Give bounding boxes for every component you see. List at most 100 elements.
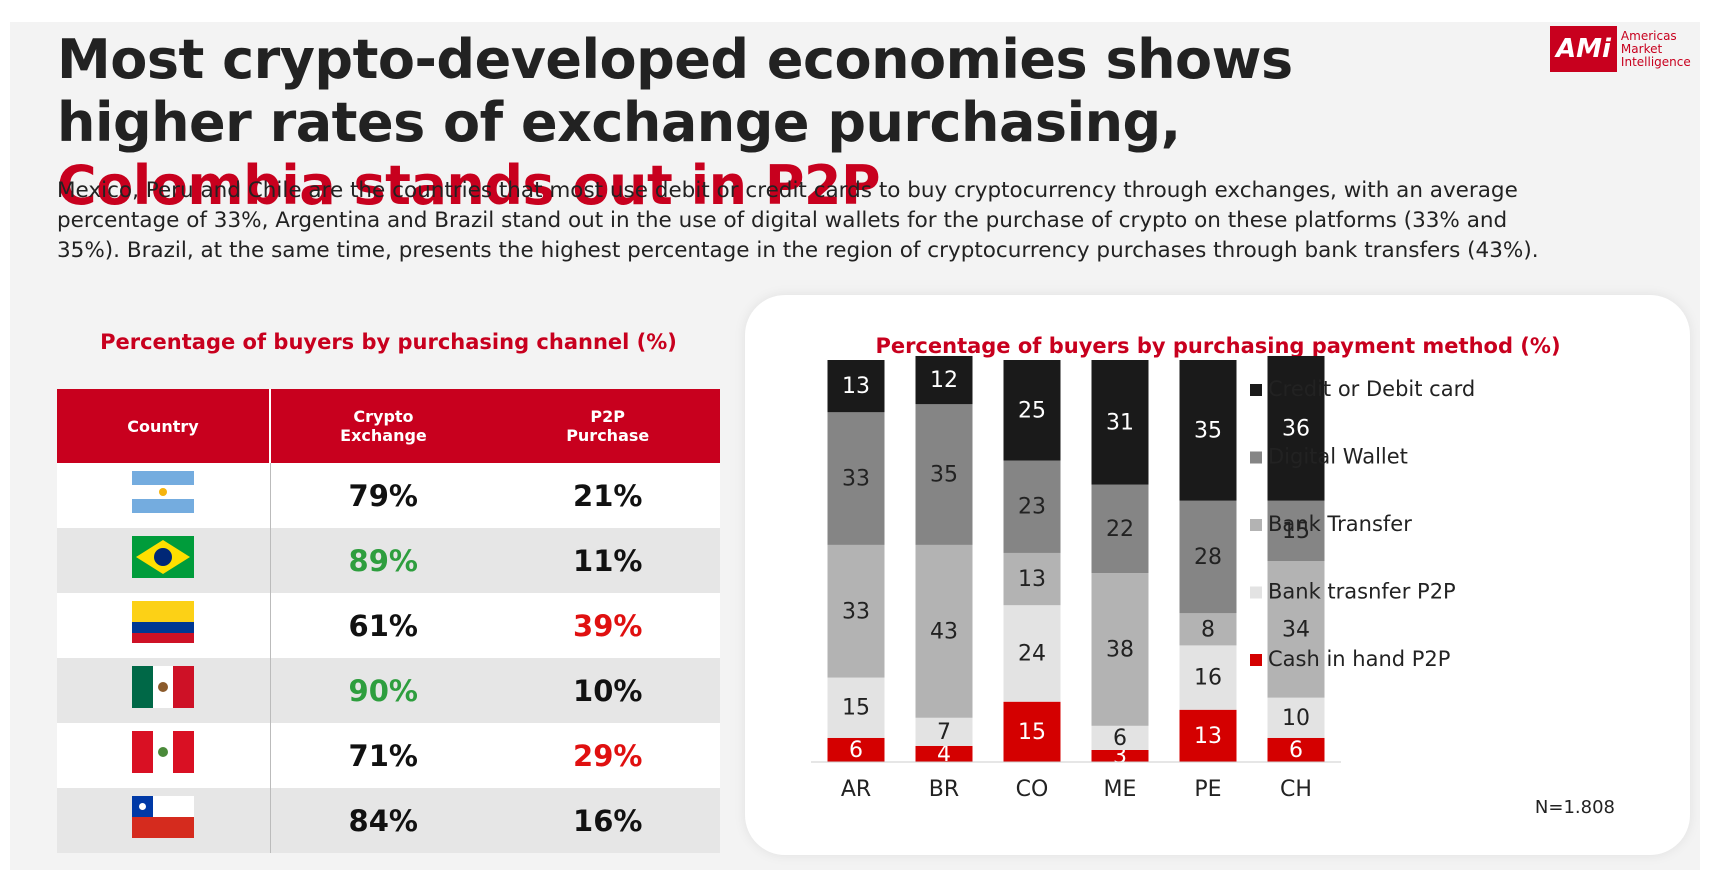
x-tick-label: CO xyxy=(1016,777,1049,802)
cell: 29% xyxy=(495,723,720,788)
data-label: 28 xyxy=(1194,545,1222,570)
bar-segment xyxy=(1003,701,1061,762)
legend-label: Bank Transfer xyxy=(1268,512,1412,536)
x-tick-label: AR xyxy=(841,777,871,802)
data-label: 16 xyxy=(1194,666,1222,691)
bar-segment xyxy=(827,737,885,762)
note: N=1.808 xyxy=(1535,797,1615,818)
cell: 90% xyxy=(270,658,496,723)
data-label: 12 xyxy=(930,368,958,393)
cell: 16% xyxy=(495,788,720,853)
data-label: 23 xyxy=(1018,495,1046,520)
data-label: 8 xyxy=(1201,617,1215,642)
data-label: 4 xyxy=(937,742,951,767)
bar-segment xyxy=(1091,573,1149,726)
legend-label: Digital Wallet xyxy=(1268,445,1408,469)
bar-segment xyxy=(1003,605,1061,702)
bar-segment xyxy=(827,677,885,738)
bar-segment xyxy=(1179,500,1237,614)
channel-table: Country Crypto Exchange P2P Purchase 79%… xyxy=(57,389,720,853)
x-tick-label: PE xyxy=(1194,777,1221,802)
bar-segment xyxy=(915,717,973,746)
bar-segment xyxy=(1179,360,1237,501)
cell: 39% xyxy=(495,593,720,658)
flag xyxy=(57,723,271,788)
data-label: 6 xyxy=(1113,726,1127,751)
data-label: 24 xyxy=(1018,641,1046,666)
table-title: Percentage of buyers by purchasing chann… xyxy=(100,330,677,354)
flag xyxy=(57,788,271,853)
column-header: Crypto Exchange xyxy=(270,389,496,463)
cell: 79% xyxy=(270,463,496,528)
bar-segment xyxy=(1003,360,1061,461)
bar-segment xyxy=(1179,613,1237,646)
data-label: 6 xyxy=(849,738,863,763)
data-label: 15 xyxy=(1018,720,1046,745)
chart-title: Percentage of buyers by purchasing payme… xyxy=(875,334,1560,358)
legend-swatch xyxy=(1250,586,1262,599)
logo-words: Americas Market Intelligence xyxy=(1620,28,1691,69)
bar-segment xyxy=(915,544,973,718)
data-label: 34 xyxy=(1282,617,1310,642)
legend-swatch xyxy=(1250,519,1262,531)
bar-segment xyxy=(1091,360,1149,485)
legend-swatch xyxy=(1250,451,1262,464)
data-label: 6 xyxy=(1289,738,1303,763)
cell: 10% xyxy=(495,658,720,723)
legend-label: Cash in hand P2P xyxy=(1268,647,1450,671)
data-label: 33 xyxy=(842,467,870,492)
data-label: 43 xyxy=(930,619,958,644)
cell: 89% xyxy=(270,528,496,593)
bar-segment xyxy=(827,360,885,413)
data-label: 35 xyxy=(1194,418,1222,443)
legend-swatch xyxy=(1250,384,1262,396)
logo-line: Intelligence xyxy=(1620,54,1691,69)
data-label: 31 xyxy=(1106,410,1134,435)
column-header: Country xyxy=(57,389,271,463)
bar-segment xyxy=(1003,552,1061,606)
chart: Percentage of buyers by purchasing payme… xyxy=(811,334,1615,818)
data-label: 13 xyxy=(1194,724,1222,749)
x-tick-label: ME xyxy=(1104,777,1137,802)
title-highlight: Colombia stands out in P2P xyxy=(57,154,881,217)
data-label: 25 xyxy=(1018,398,1046,423)
flag xyxy=(57,528,271,593)
flag xyxy=(57,593,271,658)
bar-segment xyxy=(1267,737,1325,762)
bar-segment xyxy=(1091,725,1149,750)
bar-segment xyxy=(915,745,973,762)
logo-line: Americas xyxy=(1620,28,1677,43)
data-label: 10 xyxy=(1282,706,1310,731)
title: Most crypto-developed economies shows hi… xyxy=(57,28,1477,217)
legend-label: Credit or Debit card xyxy=(1268,377,1475,401)
data-label: 33 xyxy=(842,599,870,624)
data-label: 15 xyxy=(1282,519,1310,544)
logo-line: Market xyxy=(1620,41,1663,56)
x-tick-label: CH xyxy=(1280,777,1312,802)
x-tick-label: BR xyxy=(929,777,959,802)
bar-segment xyxy=(1267,697,1325,738)
flag xyxy=(57,658,271,723)
bar-segment xyxy=(915,404,973,545)
data-label: 7 xyxy=(937,720,951,745)
data-label: 22 xyxy=(1106,517,1134,542)
data-label: 38 xyxy=(1106,637,1134,662)
bar-segment xyxy=(1091,484,1149,574)
bar-segment xyxy=(1003,460,1061,553)
legend-swatch xyxy=(1250,654,1262,666)
column-header: P2P Purchase xyxy=(495,389,720,463)
description: Mexico, Peru and Chile are the countries… xyxy=(57,178,1539,263)
cell: 84% xyxy=(270,788,496,853)
data-label: 36 xyxy=(1282,416,1310,441)
logo: AMi Americas Market Intelligence xyxy=(1550,26,1691,72)
bar-segment xyxy=(915,355,973,405)
column-header-text: P2P Purchase xyxy=(566,407,650,445)
data-label: 13 xyxy=(842,374,870,399)
bar-segment xyxy=(1267,355,1325,501)
cell: 21% xyxy=(495,463,720,528)
bar-segment xyxy=(1179,645,1237,710)
column-header-text: Crypto Exchange xyxy=(340,407,427,445)
title-text: Most crypto-developed economies shows hi… xyxy=(57,28,1293,154)
bar-segment xyxy=(827,544,885,678)
